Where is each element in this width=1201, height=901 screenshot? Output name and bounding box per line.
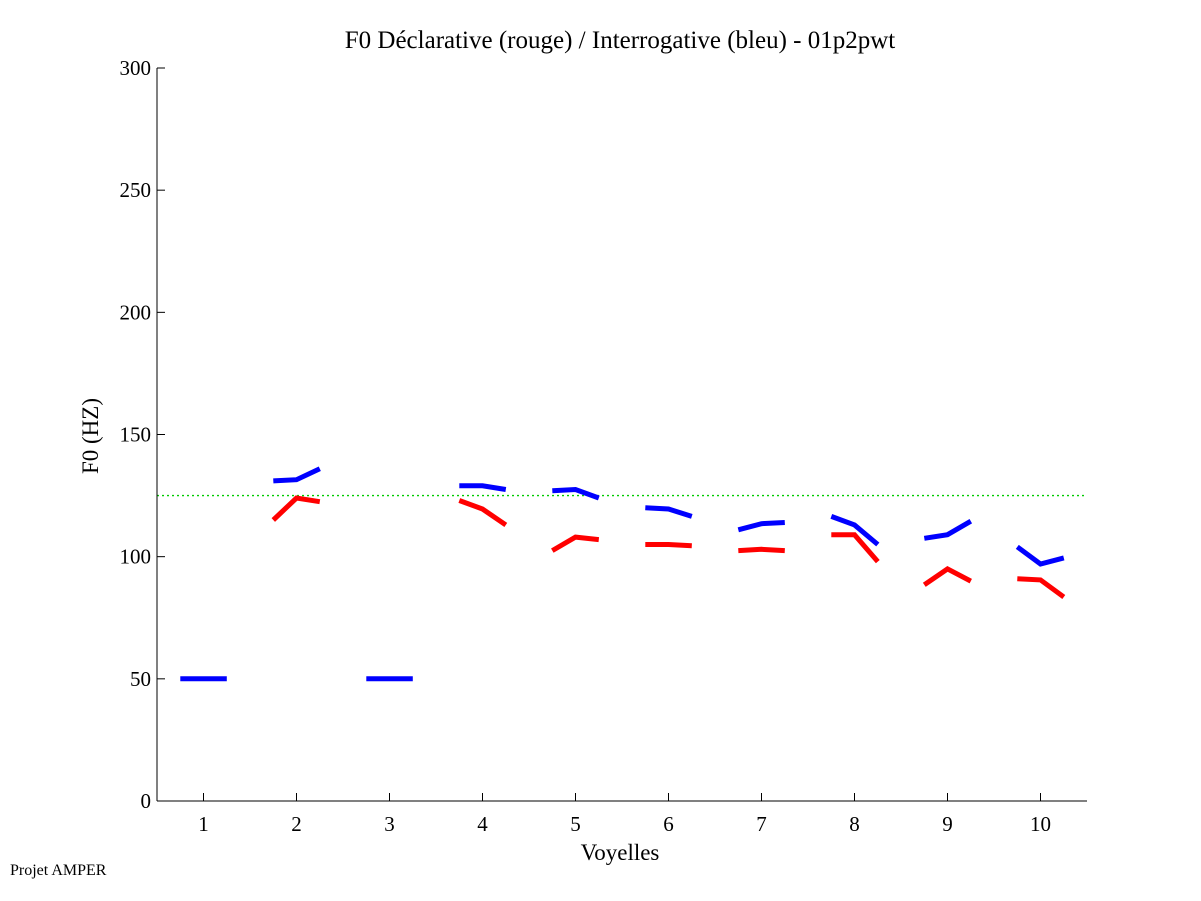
declarative-segment-vowel-9	[922, 565, 972, 587]
y-tick-label-0: 0	[141, 789, 152, 813]
y-tick-label-250: 250	[120, 178, 152, 202]
x-tick-label-9: 9	[942, 812, 953, 836]
y-tick-label-150: 150	[120, 423, 152, 447]
y-tick-label-50: 50	[130, 667, 151, 691]
declarative-segment-vowel-5	[551, 534, 600, 553]
declarative-segment-vowel-2	[271, 495, 321, 522]
interrogative-segment-vowel-8	[830, 514, 880, 547]
y-tick-label-200: 200	[120, 300, 152, 324]
x-tick-label-5: 5	[570, 812, 581, 836]
declarative-segment-vowel-4	[458, 498, 508, 527]
chart-title: F0 Déclarative (rouge) / Interrogative (…	[345, 27, 896, 54]
interrogative-segment-vowel-6	[645, 505, 693, 519]
x-tick-label-10: 10	[1030, 812, 1051, 836]
declarative-segment-vowel-8	[831, 532, 880, 564]
x-tick-label-7: 7	[756, 812, 767, 836]
declarative-segment-vowel-10	[1017, 576, 1066, 600]
y-axis-title: F0 (HZ)	[78, 398, 103, 474]
interrogative-segment-vowel-9	[923, 519, 973, 541]
x-tick-label-8: 8	[849, 812, 860, 836]
x-tick-label-4: 4	[477, 812, 488, 836]
footer-credit: Projet AMPER	[10, 862, 107, 879]
interrogative-segment-vowel-10	[1015, 544, 1065, 567]
interrogative-segment-vowel-5	[552, 486, 600, 501]
interrogative-segment-vowel-7	[737, 520, 785, 533]
x-tick-label-6: 6	[663, 812, 674, 836]
interrogative-segment-vowel-2	[273, 466, 321, 484]
declarative-segment-vowel-6	[645, 542, 692, 549]
y-tick-label-100: 100	[120, 545, 152, 569]
interrogative-segment-vowel-4	[459, 483, 507, 492]
x-tick-label-3: 3	[384, 812, 395, 836]
x-tick-label-2: 2	[291, 812, 302, 836]
x-tick-label-1: 1	[198, 812, 209, 836]
y-tick-label-300: 300	[120, 56, 152, 80]
declarative-segment-vowel-7	[738, 546, 785, 554]
x-axis-title: Voyelles	[581, 840, 660, 865]
